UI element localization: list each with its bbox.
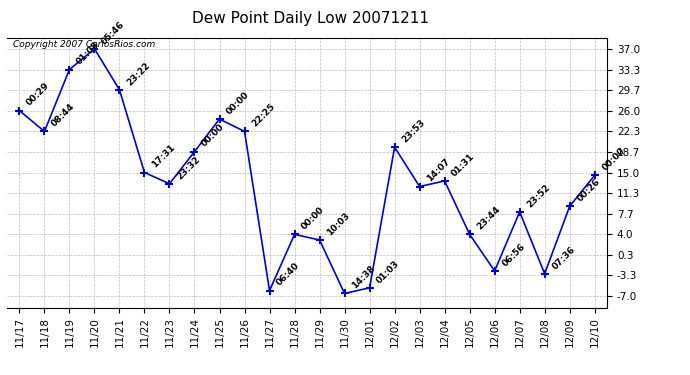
Text: 23:44: 23:44 bbox=[475, 205, 502, 232]
Text: 01:31: 01:31 bbox=[450, 152, 477, 178]
Text: Dew Point Daily Low 20071211: Dew Point Daily Low 20071211 bbox=[192, 11, 429, 26]
Text: Copyright 2007 CarlosRios.com: Copyright 2007 CarlosRios.com bbox=[13, 40, 155, 49]
Text: 06:40: 06:40 bbox=[275, 261, 302, 288]
Text: 23:22: 23:22 bbox=[125, 60, 152, 87]
Text: 23:32: 23:32 bbox=[175, 154, 201, 181]
Text: 01:08: 01:08 bbox=[75, 40, 101, 67]
Text: 01:03: 01:03 bbox=[375, 259, 402, 285]
Text: 00:00: 00:00 bbox=[600, 146, 627, 172]
Text: 23:53: 23:53 bbox=[400, 118, 426, 144]
Text: 06:56: 06:56 bbox=[500, 242, 526, 268]
Text: 00:29: 00:29 bbox=[25, 81, 52, 108]
Text: 22:25: 22:25 bbox=[250, 102, 277, 129]
Text: 14:07: 14:07 bbox=[425, 157, 452, 184]
Text: 00:00: 00:00 bbox=[225, 90, 251, 116]
Text: 14:38: 14:38 bbox=[350, 264, 377, 291]
Text: 23:52: 23:52 bbox=[525, 183, 552, 209]
Text: 08:44: 08:44 bbox=[50, 102, 77, 129]
Text: 00:26: 00:26 bbox=[575, 177, 602, 204]
Text: 05:46: 05:46 bbox=[100, 20, 126, 46]
Text: 07:36: 07:36 bbox=[550, 244, 577, 271]
Text: 00:00: 00:00 bbox=[200, 123, 226, 149]
Text: 17:31: 17:31 bbox=[150, 143, 177, 170]
Text: 10:03: 10:03 bbox=[325, 211, 351, 237]
Text: 00:00: 00:00 bbox=[300, 206, 326, 232]
